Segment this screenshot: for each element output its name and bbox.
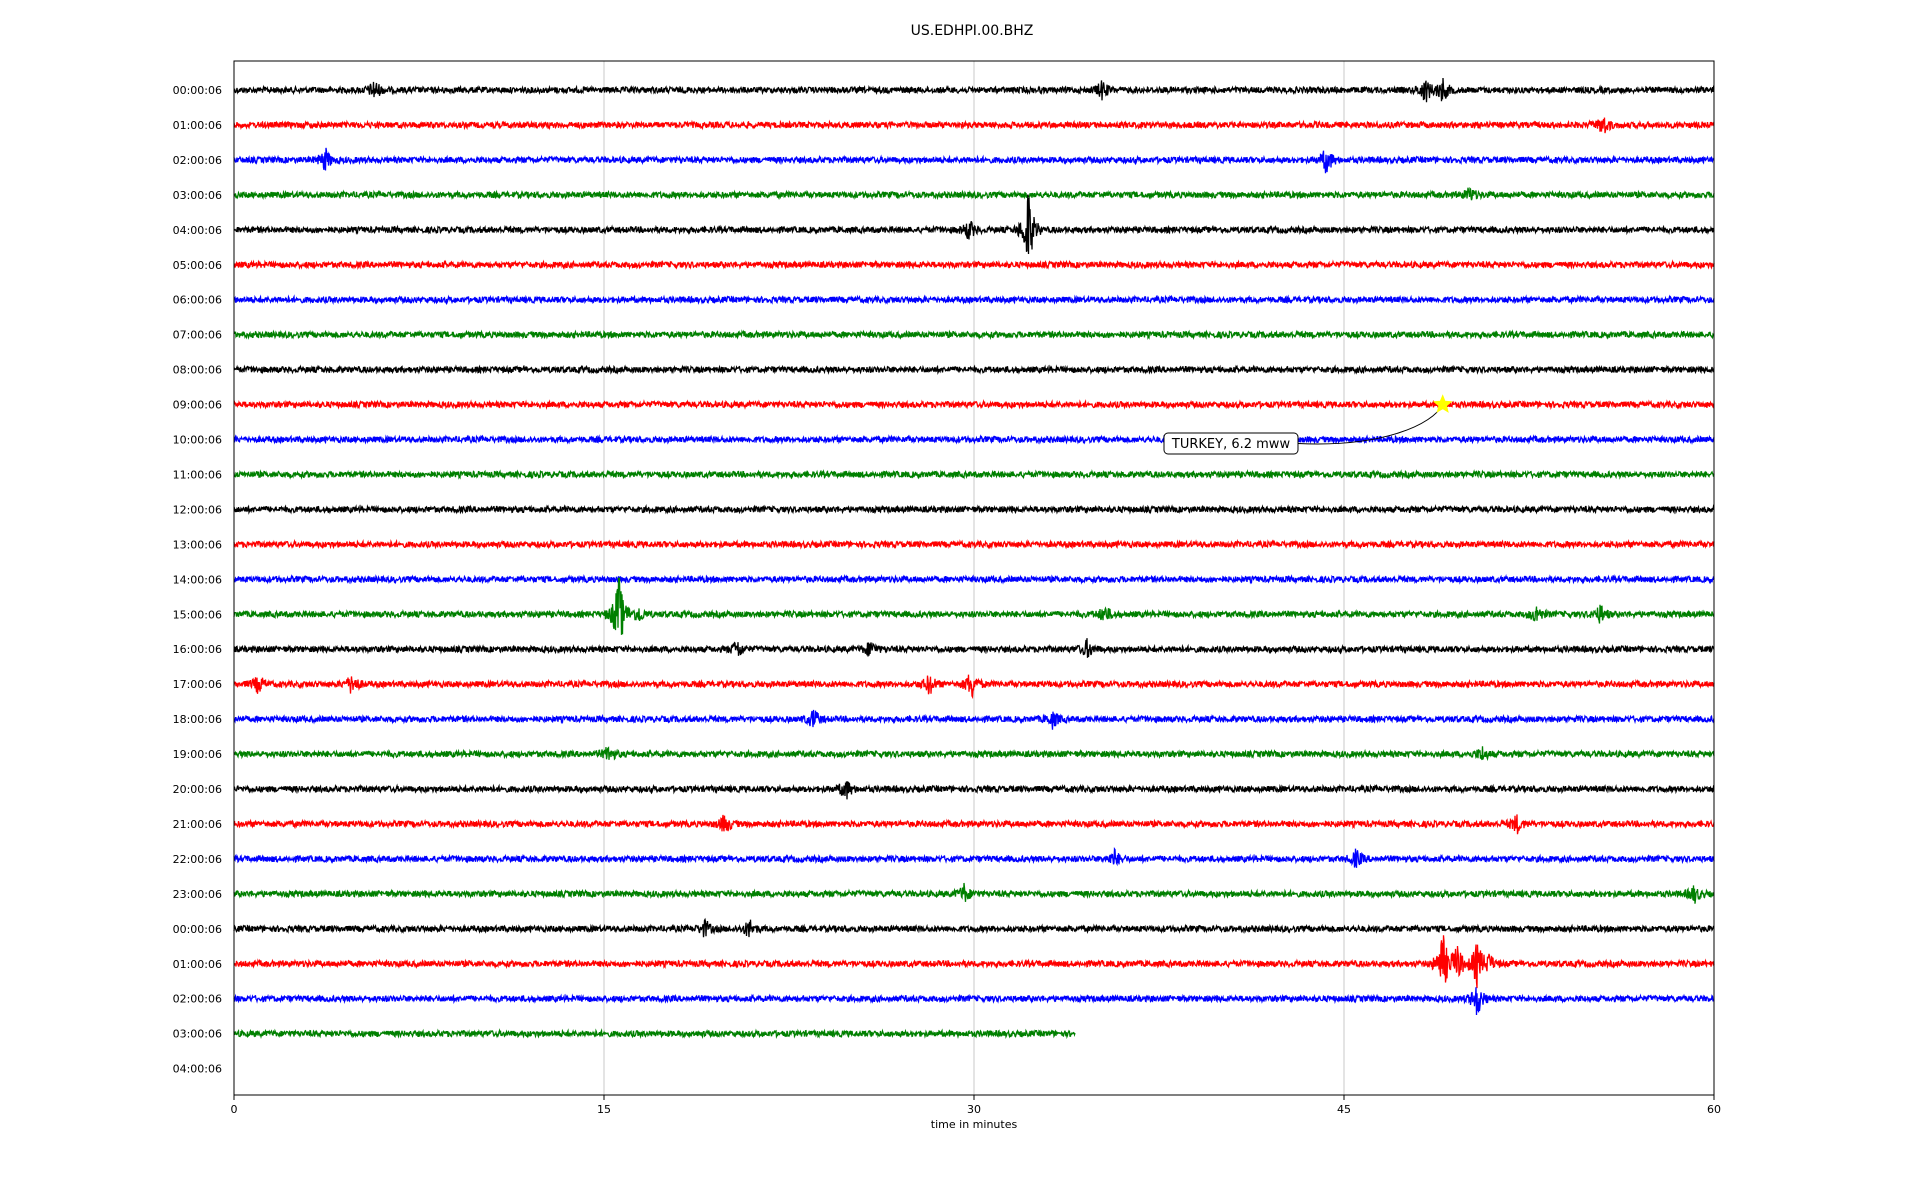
row-label: 10:00:06 [173,434,222,447]
chart-title: US.EDHPI.00.BHZ [911,23,1034,39]
trace-line [233,781,1715,800]
row-label: 21:00:06 [173,818,222,831]
trace-line [233,504,1715,515]
trace-line [233,882,1715,904]
row-label: 08:00:06 [173,364,222,377]
row-label: 04:00:06 [173,224,222,237]
row-label: 03:00:06 [173,1028,222,1041]
trace-line [233,987,1715,1016]
row-label: 11:00:06 [173,468,222,481]
trace-line [233,294,1715,306]
row-label: 19:00:06 [173,748,222,761]
trace-line [233,77,1715,103]
row-label: 03:00:06 [173,189,222,202]
row-label: 17:00:06 [173,678,222,691]
row-label: 00:00:06 [173,923,222,936]
row-label: 00:00:06 [173,84,222,97]
trace-line [233,194,1715,255]
traces [233,77,1715,1040]
trace-line [233,434,1715,445]
row-label: 01:00:06 [173,958,222,971]
trace-line [233,577,1715,635]
row-labels: 00:00:06 01:00:06 02:00:06 03:00:06 04:00:06… [173,84,222,1076]
trace-line [233,187,1715,201]
row-label: 15:00:06 [173,608,222,621]
row-label: 09:00:06 [173,399,222,412]
trace-line [233,538,1715,550]
annotation-box [1163,432,1299,455]
x-tick-label: 30 [967,1103,981,1116]
row-label: 12:00:06 [173,503,222,516]
row-label: 04:00:06 [173,1063,222,1076]
x-axis-ticks: 0 15 30 45 60 [231,1095,1721,1116]
trace-line [233,935,1715,989]
trace-line [233,399,1715,411]
trace-line [233,364,1715,376]
row-label: 05:00:06 [173,259,222,272]
x-tick-label: 60 [1707,1103,1721,1116]
event-star-marker [1432,394,1453,413]
trace-line [233,674,1715,700]
trace-line [233,846,1715,868]
trace-line [233,259,1715,271]
trace-line [233,573,1715,585]
row-label: 13:00:06 [173,538,222,551]
trace-line [233,329,1715,341]
x-tick-label: 45 [1337,1103,1351,1116]
row-label: 07:00:06 [173,329,222,342]
x-tick-label: 15 [597,1103,611,1116]
row-label: 18:00:06 [173,713,222,726]
row-label: 02:00:06 [173,993,222,1006]
trace-line [233,638,1715,658]
event-annotation: TURKEY, 6.2 mww [1163,394,1453,455]
row-label: 20:00:06 [173,783,222,796]
row-label: 22:00:06 [173,853,222,866]
trace-line [233,917,1715,938]
trace-line [233,147,1715,174]
trace-line [233,117,1715,134]
x-axis-label: time in minutes [931,1118,1018,1131]
annotation-label: TURKEY, 6.2 mww [1171,437,1291,452]
trace-line [233,814,1715,835]
x-tick-label: 0 [231,1103,238,1116]
row-label: 23:00:06 [173,888,222,901]
trace-line [233,709,1715,730]
row-label: 02:00:06 [173,154,222,167]
row-label: 01:00:06 [173,119,222,132]
trace-line [233,469,1715,480]
trace-line [233,746,1715,762]
row-label: 14:00:06 [173,573,222,586]
trace-line [233,1028,1076,1040]
row-label: 06:00:06 [173,294,222,307]
row-label: 16:00:06 [173,643,222,656]
